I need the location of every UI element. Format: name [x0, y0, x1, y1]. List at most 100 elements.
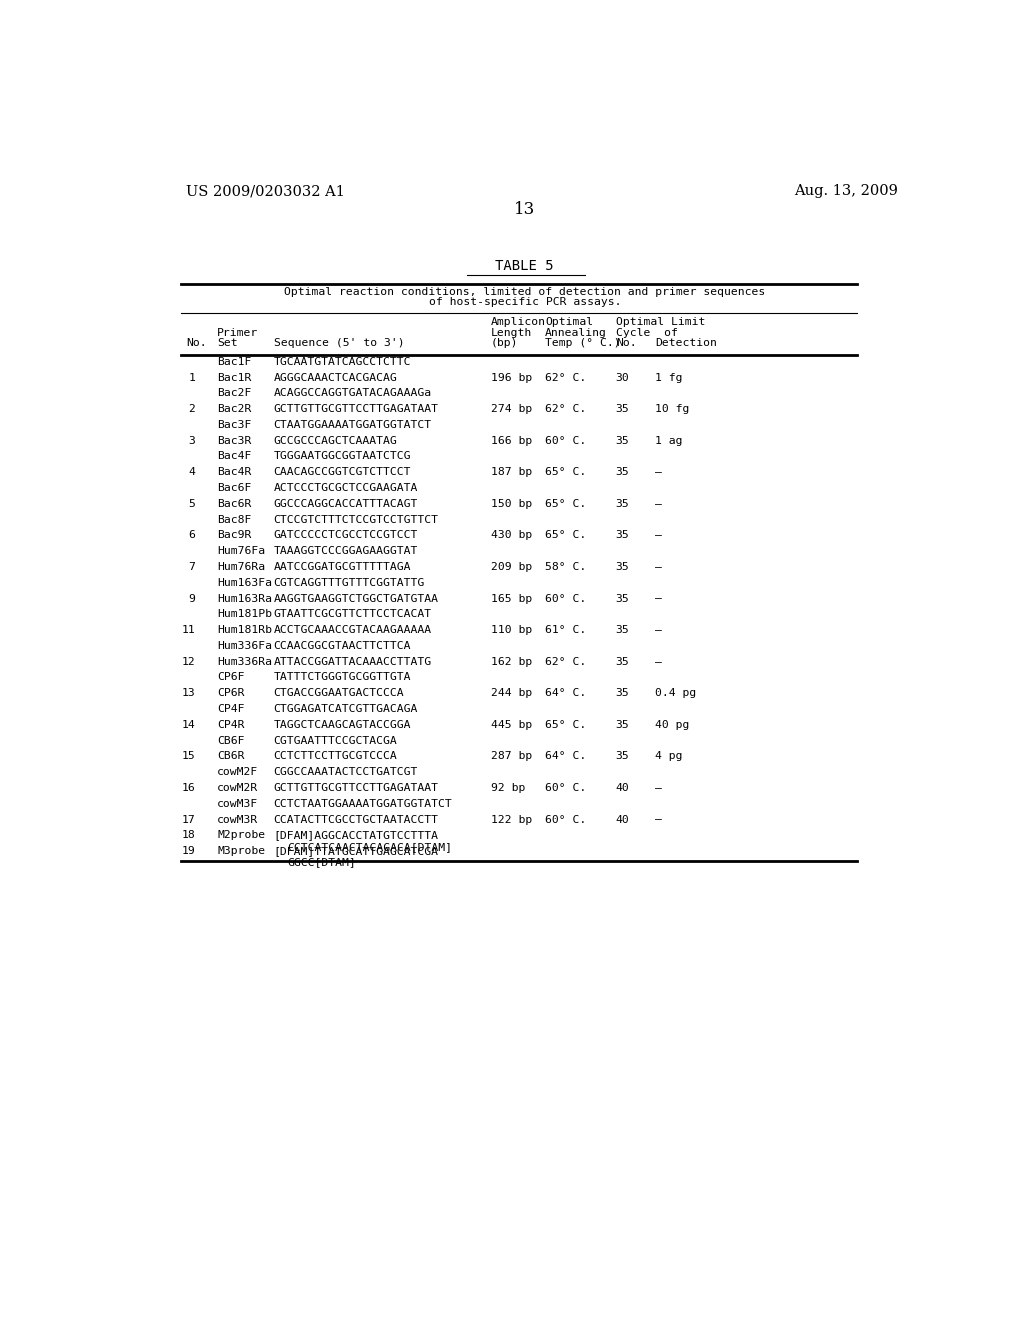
Text: 40: 40 — [615, 783, 630, 793]
Text: Bac1F: Bac1F — [217, 356, 252, 367]
Text: Bac4F: Bac4F — [217, 451, 252, 462]
Text: AATCCGGATGCGTTTTTAGA: AATCCGGATGCGTTTTTAGA — [273, 562, 412, 572]
Text: Optimal reaction conditions, limited of detection and primer sequences: Optimal reaction conditions, limited of … — [285, 286, 765, 297]
Text: Bac1R: Bac1R — [217, 372, 252, 383]
Text: cowM3F: cowM3F — [217, 799, 258, 809]
Text: Annealing: Annealing — [545, 327, 607, 338]
Text: 12: 12 — [181, 656, 196, 667]
Text: 274 bp: 274 bp — [490, 404, 531, 414]
Text: Bac6F: Bac6F — [217, 483, 252, 494]
Text: CP4R: CP4R — [217, 719, 245, 730]
Text: 13: 13 — [514, 201, 536, 218]
Text: CGTCAGGTTTGTTTCGGTATTG: CGTCAGGTTTGTTTCGGTATTG — [273, 578, 425, 587]
Text: 60° C.: 60° C. — [545, 594, 586, 603]
Text: –: – — [655, 594, 662, 603]
Text: 0.4 pg: 0.4 pg — [655, 688, 696, 698]
Text: 64° C.: 64° C. — [545, 688, 586, 698]
Text: ACAGGCCAGGTGATACAGAAAGa: ACAGGCCAGGTGATACAGAAAGa — [273, 388, 432, 399]
Text: CP4F: CP4F — [217, 704, 245, 714]
Text: CGGCCAAATACTCCTGATCGT: CGGCCAAATACTCCTGATCGT — [273, 767, 418, 777]
Text: Amplicon: Amplicon — [490, 318, 546, 327]
Text: Cycle  of: Cycle of — [616, 327, 678, 338]
Text: 35: 35 — [615, 562, 630, 572]
Text: Hum181Pb: Hum181Pb — [217, 610, 272, 619]
Text: 6: 6 — [188, 531, 196, 540]
Text: CTGACCGGAATGACTCCCA: CTGACCGGAATGACTCCCA — [273, 688, 404, 698]
Text: Hum163Ra: Hum163Ra — [217, 594, 272, 603]
Text: Optimal Limit: Optimal Limit — [616, 318, 706, 327]
Text: TAAAGGTCCCGGAGAAGGTAT: TAAAGGTCCCGGAGAAGGTAT — [273, 546, 418, 556]
Text: 35: 35 — [615, 467, 630, 478]
Text: Hum76Ra: Hum76Ra — [217, 562, 265, 572]
Text: 35: 35 — [615, 404, 630, 414]
Text: 4 pg: 4 pg — [655, 751, 683, 762]
Text: GGCCCAGGCACCATTTACAGT: GGCCCAGGCACCATTTACAGT — [273, 499, 418, 508]
Text: CTGGAGATCATCGTTGACAGA: CTGGAGATCATCGTTGACAGA — [273, 704, 418, 714]
Text: 209 bp: 209 bp — [490, 562, 531, 572]
Text: 150 bp: 150 bp — [490, 499, 531, 508]
Text: 10 fg: 10 fg — [655, 404, 689, 414]
Text: 1: 1 — [188, 372, 196, 383]
Text: CCTCTAATGGAAAATGGATGGTATCT: CCTCTAATGGAAAATGGATGGTATCT — [273, 799, 453, 809]
Text: –: – — [655, 531, 662, 540]
Text: 244 bp: 244 bp — [490, 688, 531, 698]
Text: of host-specific PCR assays.: of host-specific PCR assays. — [429, 297, 621, 308]
Text: GGCC[DTAM]: GGCC[DTAM] — [288, 858, 356, 867]
Text: Hum336Ra: Hum336Ra — [217, 656, 272, 667]
Text: 18: 18 — [181, 830, 196, 841]
Text: CTAATGGAAAATGGATGGTATCT: CTAATGGAAAATGGATGGTATCT — [273, 420, 432, 430]
Text: AGGGCAAACTCACGACAG: AGGGCAAACTCACGACAG — [273, 372, 397, 383]
Text: Detection: Detection — [655, 338, 717, 347]
Text: –: – — [655, 656, 662, 667]
Text: CCATACTTCGCCTGCTAATACCTT: CCATACTTCGCCTGCTAATACCTT — [273, 814, 438, 825]
Text: Bac3F: Bac3F — [217, 420, 252, 430]
Text: 35: 35 — [615, 719, 630, 730]
Text: 430 bp: 430 bp — [490, 531, 531, 540]
Text: 110 bp: 110 bp — [490, 626, 531, 635]
Text: 13: 13 — [181, 688, 196, 698]
Text: cowM3R: cowM3R — [217, 814, 258, 825]
Text: CP6F: CP6F — [217, 672, 245, 682]
Text: 35: 35 — [615, 688, 630, 698]
Text: 60° C.: 60° C. — [545, 814, 586, 825]
Text: [DFAM]AGGCACCTATGTCCTTTA: [DFAM]AGGCACCTATGTCCTTTA — [273, 830, 438, 841]
Text: Optimal: Optimal — [545, 318, 593, 327]
Text: 35: 35 — [615, 594, 630, 603]
Text: 65° C.: 65° C. — [545, 467, 586, 478]
Text: Hum336Fa: Hum336Fa — [217, 642, 272, 651]
Text: 19: 19 — [181, 846, 196, 857]
Text: 287 bp: 287 bp — [490, 751, 531, 762]
Text: 40 pg: 40 pg — [655, 719, 689, 730]
Text: 62° C.: 62° C. — [545, 404, 586, 414]
Text: 7: 7 — [188, 562, 196, 572]
Text: 35: 35 — [615, 531, 630, 540]
Text: –: – — [655, 499, 662, 508]
Text: 58° C.: 58° C. — [545, 562, 586, 572]
Text: 60° C.: 60° C. — [545, 783, 586, 793]
Text: cowM2F: cowM2F — [217, 767, 258, 777]
Text: Hum163Fa: Hum163Fa — [217, 578, 272, 587]
Text: 65° C.: 65° C. — [545, 531, 586, 540]
Text: Bac2F: Bac2F — [217, 388, 252, 399]
Text: 445 bp: 445 bp — [490, 719, 531, 730]
Text: GTAATTCGCGTTCTTCCTCACAT: GTAATTCGCGTTCTTCCTCACAT — [273, 610, 432, 619]
Text: 16: 16 — [181, 783, 196, 793]
Text: ACCTGCAAACCGTACAAGAAAAA: ACCTGCAAACCGTACAAGAAAAA — [273, 626, 432, 635]
Text: Set: Set — [217, 338, 238, 347]
Text: CAACAGCCGGTCGTCTTCCT: CAACAGCCGGTCGTCTTCCT — [273, 467, 412, 478]
Text: 17: 17 — [181, 814, 196, 825]
Text: 35: 35 — [615, 436, 630, 446]
Text: –: – — [655, 562, 662, 572]
Text: 65° C.: 65° C. — [545, 719, 586, 730]
Text: 3: 3 — [188, 436, 196, 446]
Text: GATCCCCCTCGCCTCCGTCCT: GATCCCCCTCGCCTCCGTCCT — [273, 531, 418, 540]
Text: CGTGAATTTCCGCTACGA: CGTGAATTTCCGCTACGA — [273, 735, 397, 746]
Text: –: – — [655, 626, 662, 635]
Text: 40: 40 — [615, 814, 630, 825]
Text: 35: 35 — [615, 656, 630, 667]
Text: ACTCCCTGCGCTCCGAAGATA: ACTCCCTGCGCTCCGAAGATA — [273, 483, 418, 494]
Text: cowM2R: cowM2R — [217, 783, 258, 793]
Text: 35: 35 — [615, 499, 630, 508]
Text: 30: 30 — [615, 372, 630, 383]
Text: Sequence (5' to 3'): Sequence (5' to 3') — [273, 338, 404, 347]
